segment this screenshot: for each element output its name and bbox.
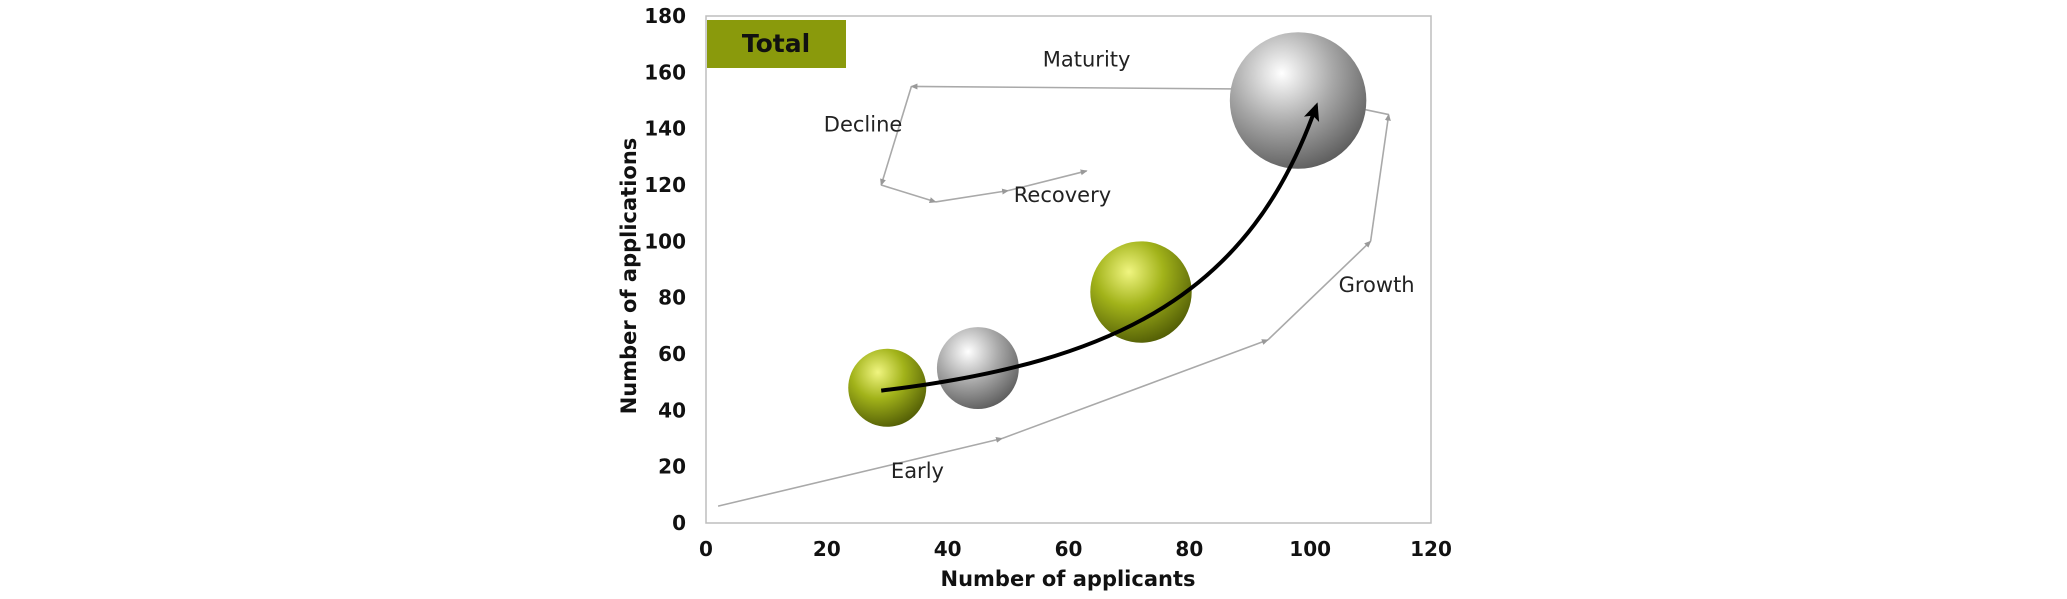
- x-tick-label: 100: [1289, 537, 1331, 561]
- y-tick-label: 80: [658, 286, 686, 310]
- lifecycle-segment: [1267, 240, 1372, 341]
- lifecycle-path: [717, 83, 1391, 507]
- y-tick-labels: 0 20 40 60 80 100 120 140 160 180: [644, 4, 686, 535]
- bubble-gray: [1229, 32, 1367, 169]
- lifecycle-segment: [910, 83, 1268, 91]
- x-tick-label: 60: [1055, 537, 1083, 561]
- lifecycle-segment: [880, 86, 913, 186]
- lifecycle-segment: [935, 188, 1010, 203]
- y-tick-label: 20: [658, 455, 686, 479]
- x-tick-label: 0: [699, 537, 713, 561]
- y-tick-label: 40: [658, 398, 686, 422]
- lifecycle-segment: [880, 184, 937, 203]
- phase-labels: Early Growth Maturity Decline Recovery: [824, 48, 1415, 483]
- x-tick-label: 120: [1410, 537, 1452, 561]
- chart-title: Total: [742, 29, 810, 58]
- bubble-olive: [1090, 241, 1192, 343]
- bubble-olive: [848, 348, 927, 427]
- phase-label-recovery: Recovery: [1014, 183, 1111, 207]
- y-tick-label: 0: [672, 511, 686, 535]
- phase-label-maturity: Maturity: [1043, 48, 1131, 72]
- phase-label-growth: Growth: [1339, 273, 1415, 297]
- plot-area: [705, 15, 1432, 524]
- x-tick-label: 40: [934, 537, 962, 561]
- x-tick-labels: 0 20 40 60 80 100 120: [699, 537, 1452, 561]
- y-tick-label: 160: [644, 60, 686, 84]
- lifecycle-segment: [1001, 339, 1269, 440]
- phase-label-early: Early: [891, 459, 944, 483]
- y-tick-label: 100: [644, 229, 686, 253]
- lifecycle-segment: [1369, 113, 1391, 242]
- x-tick-label: 80: [1175, 537, 1203, 561]
- y-tick-label: 60: [658, 342, 686, 366]
- phase-label-decline: Decline: [824, 112, 903, 136]
- bubbles: [848, 32, 1367, 427]
- title-box: [707, 20, 846, 68]
- trend-arrow: [880, 102, 1320, 393]
- x-tick-label: 20: [813, 537, 841, 561]
- y-tick-label: 140: [644, 117, 686, 141]
- bubble-gray: [936, 327, 1019, 410]
- y-axis-title: Number of applications: [617, 138, 641, 415]
- x-axis-title: Number of applicants: [941, 567, 1196, 591]
- y-tick-label: 120: [644, 173, 686, 197]
- lifecycle-segment: [1007, 169, 1088, 192]
- lifecycle-segment: [717, 436, 1004, 507]
- y-tick-label: 180: [644, 4, 686, 28]
